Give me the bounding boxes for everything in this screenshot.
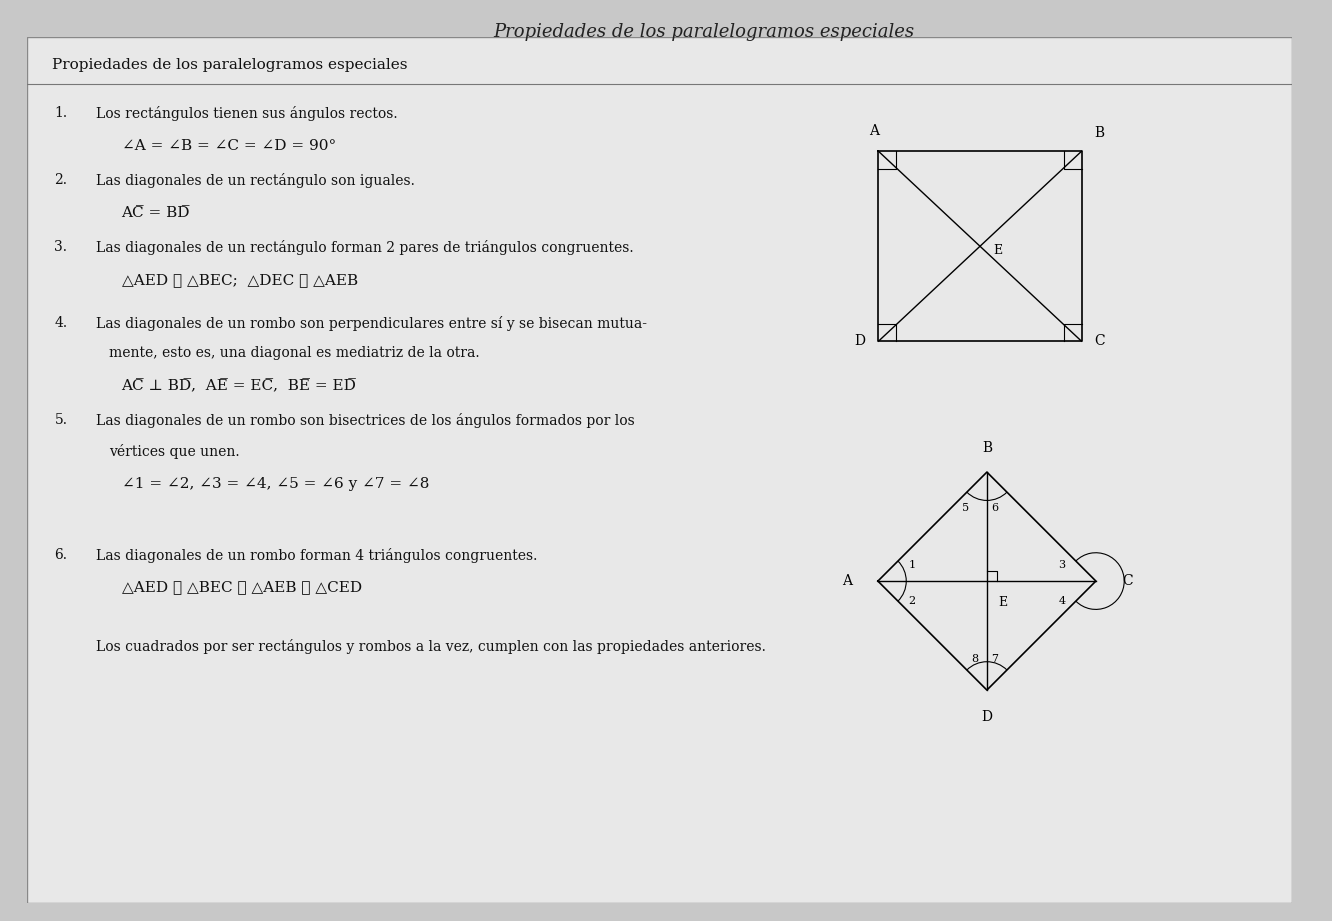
Text: E: E bbox=[998, 596, 1007, 610]
Text: AC̅ = BD̅: AC̅ = BD̅ bbox=[121, 205, 190, 220]
FancyBboxPatch shape bbox=[27, 37, 1292, 903]
Text: Las diagonales de un rectángulo son iguales.: Las diagonales de un rectángulo son igua… bbox=[96, 173, 416, 188]
Text: Las diagonales de un rombo forman 4 triángulos congruentes.: Las diagonales de un rombo forman 4 triá… bbox=[96, 548, 538, 563]
Text: 5: 5 bbox=[962, 503, 970, 513]
Text: A: A bbox=[868, 124, 879, 138]
Text: 1.: 1. bbox=[55, 106, 68, 120]
Text: ∠1 = ∠2, ∠3 = ∠4, ∠5 = ∠6 y ∠7 = ∠8: ∠1 = ∠2, ∠3 = ∠4, ∠5 = ∠6 y ∠7 = ∠8 bbox=[121, 477, 429, 491]
Text: AC̅ ⊥ BD̅,  AE̅ = EC̅,  BE̅ = ED̅: AC̅ ⊥ BD̅, AE̅ = EC̅, BE̅ = ED̅ bbox=[121, 379, 357, 393]
Text: D: D bbox=[854, 334, 866, 348]
Text: B: B bbox=[1095, 126, 1104, 140]
Text: 3: 3 bbox=[1058, 560, 1066, 570]
Text: 3.: 3. bbox=[55, 240, 68, 254]
Text: B: B bbox=[982, 440, 992, 455]
Text: E: E bbox=[994, 244, 1002, 257]
Text: ∠A = ∠B = ∠C = ∠D = 90°: ∠A = ∠B = ∠C = ∠D = 90° bbox=[121, 139, 336, 153]
Text: △AED ≅ △BEC ≅ △AEB ≅ △CED: △AED ≅ △BEC ≅ △AEB ≅ △CED bbox=[121, 580, 362, 595]
Text: 6: 6 bbox=[991, 503, 999, 513]
Text: Las diagonales de un rombo son bisectrices de los ángulos formados por los: Las diagonales de un rombo son bisectric… bbox=[96, 413, 635, 427]
Text: 2.: 2. bbox=[55, 173, 68, 187]
Text: vértices que unen.: vértices que unen. bbox=[109, 444, 240, 459]
Text: A: A bbox=[842, 574, 851, 589]
Text: Propiedades de los paralelogramos especiales: Propiedades de los paralelogramos especi… bbox=[52, 59, 408, 73]
Text: 4.: 4. bbox=[55, 316, 68, 330]
Text: D: D bbox=[982, 710, 992, 724]
Text: C: C bbox=[1095, 334, 1106, 348]
Text: 1: 1 bbox=[908, 560, 915, 570]
Text: mente, esto es, una diagonal es mediatriz de la otra.: mente, esto es, una diagonal es mediatri… bbox=[109, 346, 480, 360]
Text: 8: 8 bbox=[971, 654, 978, 664]
Text: △AED ≅ △BEC;  △DEC ≅ △AEB: △AED ≅ △BEC; △DEC ≅ △AEB bbox=[121, 274, 358, 287]
Text: Las diagonales de un rectángulo forman 2 pares de triángulos congruentes.: Las diagonales de un rectángulo forman 2… bbox=[96, 240, 634, 255]
Text: 5.: 5. bbox=[55, 413, 68, 426]
Text: 7: 7 bbox=[991, 654, 998, 664]
Text: 2: 2 bbox=[908, 596, 915, 606]
Text: 6.: 6. bbox=[55, 548, 68, 562]
Text: Los rectángulos tienen sus ángulos rectos.: Los rectángulos tienen sus ángulos recto… bbox=[96, 106, 398, 121]
Text: Los cuadrados por ser rectángulos y rombos a la vez, cumplen con las propiedades: Los cuadrados por ser rectángulos y romb… bbox=[96, 638, 766, 654]
Text: C: C bbox=[1122, 574, 1132, 589]
Text: Las diagonales de un rombo son perpendiculares entre sí y se bisecan mutua-: Las diagonales de un rombo son perpendic… bbox=[96, 316, 647, 331]
Text: 4: 4 bbox=[1058, 596, 1066, 606]
Text: Propiedades de los paralelogramos especiales: Propiedades de los paralelogramos especi… bbox=[493, 23, 914, 41]
